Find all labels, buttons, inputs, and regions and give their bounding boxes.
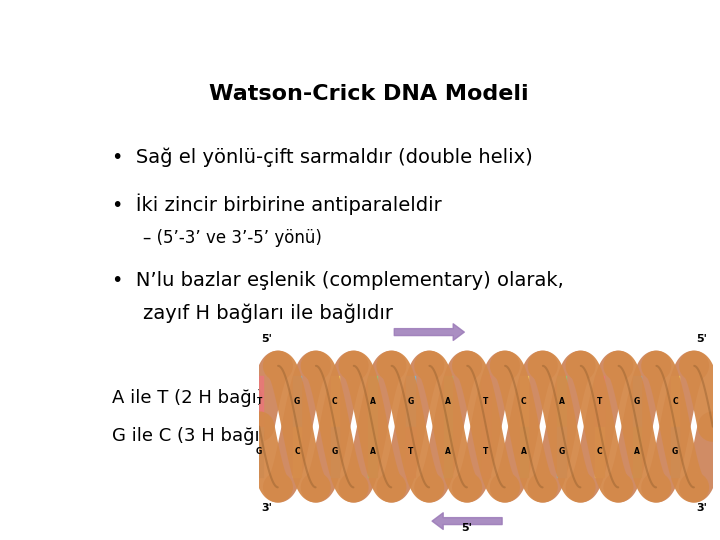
Bar: [557, 427, 566, 477]
Bar: [444, 376, 452, 427]
Bar: [444, 427, 452, 477]
Text: A: A: [369, 397, 376, 406]
Text: A ile T (2 H bağı): A ile T (2 H bağı): [112, 389, 264, 407]
Text: zayıf H bağları ile bağlıdır: zayıf H bağları ile bağlıdır: [143, 304, 393, 323]
Text: T: T: [256, 397, 262, 406]
Bar: [595, 427, 603, 477]
Text: G: G: [332, 448, 338, 456]
Text: G: G: [672, 448, 678, 456]
Bar: [330, 427, 339, 477]
Bar: [482, 376, 490, 427]
Bar: [369, 427, 377, 477]
Text: Watson-Crick DNA Modeli: Watson-Crick DNA Modeli: [210, 84, 528, 104]
Text: G: G: [256, 448, 262, 456]
Text: G: G: [294, 397, 300, 406]
Bar: [255, 427, 264, 477]
Text: – (5’-3’ ve 3’-5’ yönü): – (5’-3’ ve 3’-5’ yönü): [143, 229, 322, 247]
Bar: [671, 376, 679, 427]
FancyArrowPatch shape: [432, 513, 502, 529]
Text: A: A: [445, 448, 451, 456]
Bar: [633, 376, 642, 427]
Text: A: A: [369, 448, 376, 456]
Text: A: A: [634, 448, 640, 456]
Text: A: A: [521, 448, 527, 456]
Bar: [520, 427, 528, 477]
Text: C: C: [597, 448, 602, 456]
Text: A: A: [559, 397, 564, 406]
Text: A: A: [445, 397, 451, 406]
Bar: [406, 427, 415, 477]
Text: •  Sağ el yönlü-çift sarmaldır (double helix): • Sağ el yönlü-çift sarmaldır (double he…: [112, 148, 533, 167]
Text: G: G: [634, 397, 640, 406]
Bar: [330, 376, 339, 427]
Text: •  N’lu bazlar eşlenik (complementary) olarak,: • N’lu bazlar eşlenik (complementary) ol…: [112, 271, 564, 289]
Bar: [255, 376, 264, 427]
Text: 3': 3': [696, 503, 707, 513]
Bar: [633, 427, 642, 477]
Text: •  İki zincir birbirine antiparaleldir: • İki zincir birbirine antiparaleldir: [112, 194, 442, 215]
Text: T: T: [408, 448, 413, 456]
Text: T: T: [483, 397, 489, 406]
Bar: [520, 376, 528, 427]
Bar: [406, 376, 415, 427]
Text: T: T: [597, 397, 602, 406]
Text: 5': 5': [696, 334, 707, 344]
Text: 3': 3': [261, 503, 272, 513]
Bar: [671, 427, 679, 477]
Text: 5': 5': [462, 523, 472, 533]
Bar: [293, 427, 301, 477]
Text: T: T: [483, 448, 489, 456]
Text: C: C: [294, 448, 300, 456]
Text: G: G: [408, 397, 413, 406]
Bar: [557, 376, 566, 427]
Text: G: G: [559, 448, 564, 456]
FancyArrowPatch shape: [395, 324, 464, 340]
Bar: [369, 376, 377, 427]
Text: 5': 5': [261, 334, 272, 344]
Bar: [482, 427, 490, 477]
Text: C: C: [672, 397, 678, 406]
Text: C: C: [521, 397, 526, 406]
Text: G ile C (3 H bağı): G ile C (3 H bağı): [112, 427, 267, 444]
Bar: [293, 376, 301, 427]
Bar: [595, 376, 603, 427]
Text: C: C: [332, 397, 338, 406]
